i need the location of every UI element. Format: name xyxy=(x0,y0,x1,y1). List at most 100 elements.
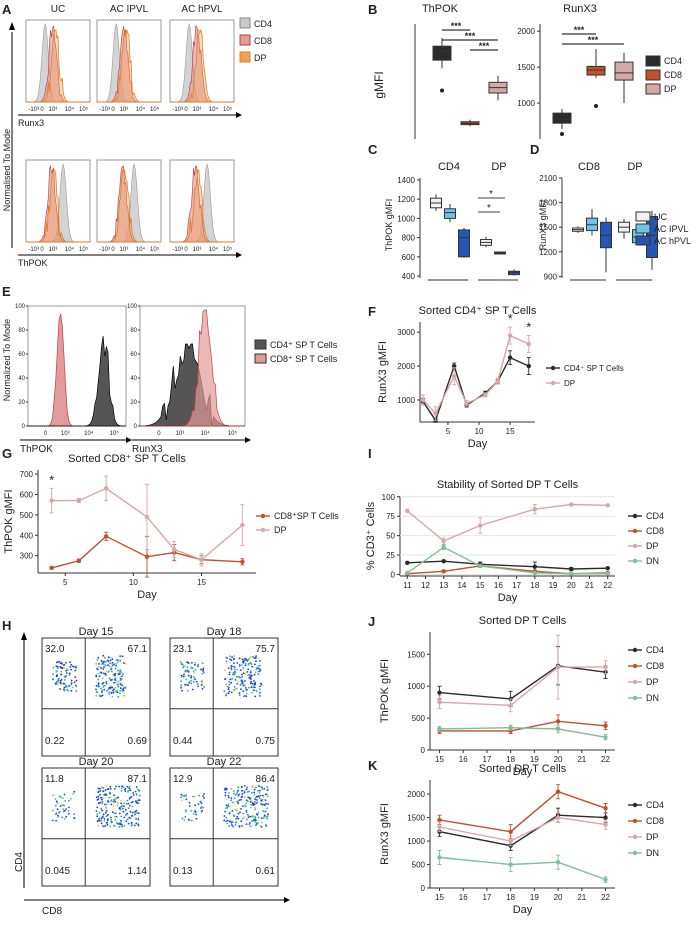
data-point xyxy=(603,822,608,827)
dot-plot-frame xyxy=(169,767,279,887)
flow-event xyxy=(123,825,126,827)
y-tick-label: 100 xyxy=(15,304,26,310)
flow-event xyxy=(60,678,63,681)
flow-event xyxy=(258,668,261,670)
flow-event xyxy=(111,695,114,698)
y-tick-label: 600 xyxy=(20,490,34,499)
flow-event xyxy=(246,800,249,803)
flow-event xyxy=(233,801,235,804)
flow-event xyxy=(96,813,99,815)
y-tick-label: 1400 xyxy=(397,176,415,185)
histogram-title: AC IPVL xyxy=(110,4,149,15)
flow-event xyxy=(227,796,230,799)
y-tick-label: 100 xyxy=(127,304,138,310)
flow-event xyxy=(96,658,99,661)
flow-event xyxy=(228,820,231,823)
flow-event xyxy=(257,795,259,798)
data-point xyxy=(464,401,469,406)
flow-event xyxy=(228,792,230,794)
flow-event xyxy=(266,786,268,788)
data-point xyxy=(144,514,150,520)
flow-event xyxy=(124,813,127,816)
flow-event xyxy=(201,672,204,675)
x-tick-label: 20 xyxy=(554,755,563,764)
y-tick-label: 2000 xyxy=(407,790,425,799)
x-tick-label: 10³ xyxy=(49,247,58,253)
x-tick-label: 0 xyxy=(157,431,161,437)
flow-event xyxy=(232,814,235,816)
flow-event xyxy=(253,673,256,676)
flow-event xyxy=(101,809,104,812)
dot-plot-frame xyxy=(41,637,151,757)
flow-event xyxy=(225,683,228,686)
flow-event xyxy=(98,663,100,665)
x-tick-label: 10⁴ xyxy=(136,246,146,253)
flow-event xyxy=(225,816,228,819)
flow-event xyxy=(254,695,257,698)
flow-event xyxy=(229,658,231,661)
y-axis-label: RunX3 gMFI xyxy=(377,341,389,403)
flow-event xyxy=(105,680,108,683)
flow-event xyxy=(131,805,134,808)
flow-event xyxy=(74,669,77,672)
x-tick-label: 10⁵ xyxy=(110,430,120,437)
x-tick-label: 21 xyxy=(577,893,586,902)
flow-event xyxy=(237,817,240,820)
flow-event xyxy=(234,824,237,826)
flow-event xyxy=(243,790,246,793)
flow-event xyxy=(63,679,66,681)
flow-event xyxy=(237,794,240,796)
flow-event xyxy=(250,799,253,802)
legend-label: DP xyxy=(274,525,287,535)
x-tick-label: 15 xyxy=(476,581,485,590)
flow-event xyxy=(135,786,138,788)
flow-event xyxy=(105,785,108,787)
x-tick-label: 15 xyxy=(435,893,444,902)
flow-event xyxy=(109,685,111,687)
flow-event xyxy=(253,657,256,659)
flow-event xyxy=(244,662,247,665)
flow-event xyxy=(122,807,124,810)
dot-cloud xyxy=(180,784,270,828)
flow-event xyxy=(61,797,64,800)
flow-event xyxy=(243,669,246,672)
legend-marker xyxy=(632,663,638,669)
flow-event xyxy=(119,659,122,662)
flow-event xyxy=(120,671,123,674)
flow-event xyxy=(251,691,253,694)
flow-event xyxy=(252,655,254,658)
flow-event xyxy=(70,681,73,684)
flow-event xyxy=(70,689,73,692)
flow-event xyxy=(127,806,130,809)
flow-event xyxy=(246,692,248,695)
legend-marker xyxy=(632,850,638,856)
flow-event xyxy=(106,814,109,816)
flow-event xyxy=(66,688,68,691)
data-point xyxy=(508,725,513,730)
data-point xyxy=(555,719,561,724)
flow-event xyxy=(124,687,127,689)
chart-title: Sorted CD8⁺ SP T Cells xyxy=(68,453,186,465)
flow-event xyxy=(242,817,244,820)
data-point xyxy=(240,559,245,564)
flow-event xyxy=(117,822,120,825)
flow-event xyxy=(233,797,236,799)
flow-event xyxy=(120,802,122,805)
flow-event xyxy=(56,808,59,811)
flow-event xyxy=(263,787,266,790)
plot-title: Day 22 xyxy=(207,756,242,768)
y-tick-label: 500 xyxy=(20,511,34,520)
flow-event xyxy=(122,691,125,694)
data-point xyxy=(495,379,500,384)
flow-event xyxy=(123,694,125,697)
data-point xyxy=(437,817,442,823)
y-tick-label: 400 xyxy=(402,272,416,281)
flow-event xyxy=(126,812,129,815)
data-point xyxy=(569,566,574,572)
flow-event xyxy=(114,677,117,679)
x-tick-label: 0 xyxy=(40,107,44,113)
data-point xyxy=(76,498,82,503)
flow-event xyxy=(243,658,245,661)
flow-event xyxy=(108,662,111,665)
flow-event xyxy=(118,812,121,815)
